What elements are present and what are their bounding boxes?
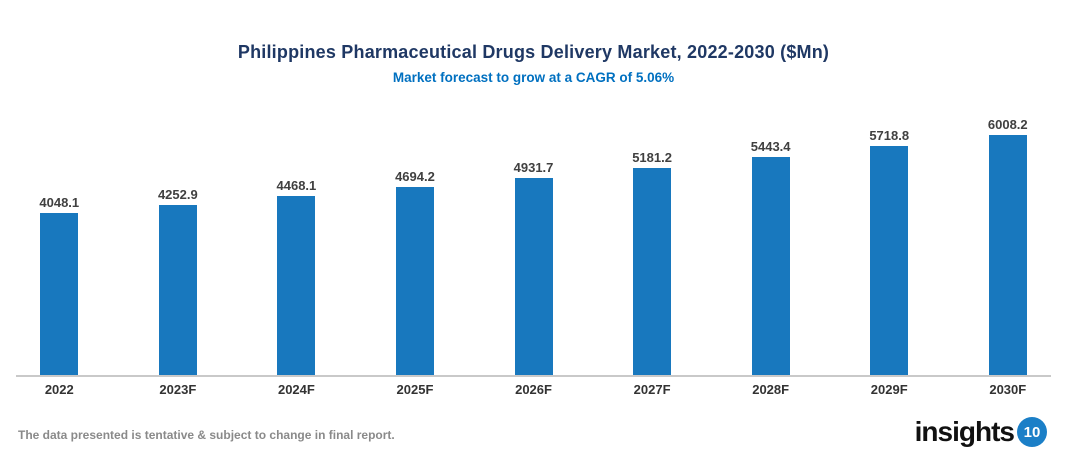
x-tick-label: 2025F bbox=[396, 382, 434, 397]
bar-value-label: 4694.2 bbox=[395, 169, 435, 185]
logo-text: insights bbox=[914, 416, 1015, 447]
bar-column: 4252.9 bbox=[119, 187, 238, 375]
x-tick-label: 2024F bbox=[277, 382, 315, 397]
logo-badge-10: 10 bbox=[1017, 417, 1047, 447]
bar-column: 4694.2 bbox=[356, 169, 475, 375]
footer: The data presented is tentative & subjec… bbox=[18, 416, 1047, 448]
bar-column: 4931.7 bbox=[474, 160, 593, 375]
bar-column: 4468.1 bbox=[237, 178, 356, 375]
chart-subtitle: Market forecast to grow at a CAGR of 5.0… bbox=[392, 70, 675, 85]
bar bbox=[395, 187, 434, 375]
bar-value-label: 6008.2 bbox=[987, 116, 1028, 132]
bar bbox=[870, 146, 909, 375]
insights10-logo: insights 10 bbox=[915, 416, 1047, 448]
bar bbox=[40, 213, 79, 375]
tick-row: 2022 2023F 2024F 2025F 2026F 2027F 2028F 2029F 2… bbox=[0, 382, 1067, 397]
bar-value-label: 4931.7 bbox=[513, 159, 554, 175]
bar-column: 6008.2 bbox=[949, 117, 1067, 375]
bar-group: 4048.1 4252.9 4468.1 4694.2 4931.7 5181.2 5443… bbox=[0, 115, 1067, 375]
bar-column: 5718.8 bbox=[830, 128, 949, 375]
bar-value-label: 5181.2 bbox=[632, 149, 672, 165]
x-tick-label: 2030F bbox=[989, 382, 1027, 397]
bar-value-label: 5443.4 bbox=[750, 139, 791, 155]
bar bbox=[988, 134, 1027, 375]
bar bbox=[277, 196, 316, 375]
bar-value-label: 5718.8 bbox=[869, 128, 910, 144]
bar-column: 5181.2 bbox=[593, 150, 712, 375]
bar-value-label: 4468.1 bbox=[276, 178, 317, 194]
x-tick-label: 2029F bbox=[870, 382, 908, 397]
x-axis-line bbox=[16, 375, 1051, 377]
x-tick-label: 2023F bbox=[159, 382, 197, 397]
bar-value-label: 4252.9 bbox=[157, 186, 198, 202]
bar bbox=[751, 157, 790, 375]
bar-value-label: 4048.1 bbox=[39, 195, 80, 211]
x-tick-label: 2022 bbox=[44, 382, 74, 397]
bar bbox=[633, 167, 672, 375]
bar-column: 4048.1 bbox=[0, 195, 119, 375]
x-tick-label: 2026F bbox=[515, 382, 552, 397]
bar bbox=[158, 204, 197, 375]
disclaimer-text: The data presented is tentative & subjec… bbox=[18, 428, 395, 442]
chart-title: Philippines Pharmaceutical Drugs Deliver… bbox=[237, 42, 830, 62]
bar bbox=[514, 177, 553, 375]
x-tick-label: 2028F bbox=[752, 382, 790, 397]
x-tick-label: 2027F bbox=[633, 382, 671, 397]
bar-column: 5443.4 bbox=[711, 139, 830, 375]
